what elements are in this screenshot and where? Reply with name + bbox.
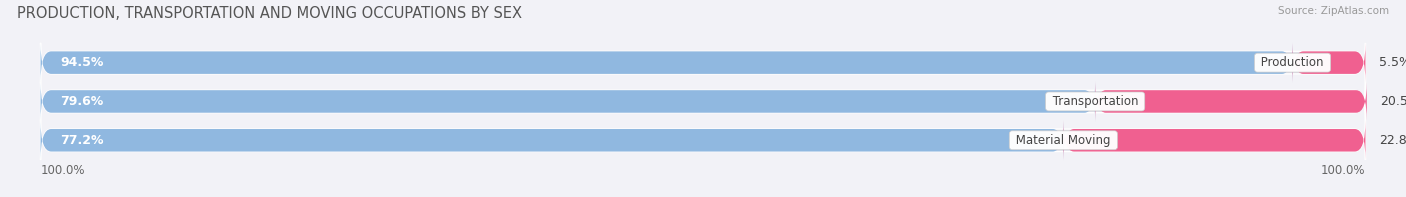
FancyBboxPatch shape: [1292, 43, 1365, 82]
Text: 5.5%: 5.5%: [1379, 56, 1406, 69]
Text: 77.2%: 77.2%: [60, 134, 104, 147]
FancyBboxPatch shape: [1063, 121, 1365, 160]
FancyBboxPatch shape: [41, 43, 1292, 82]
Text: Source: ZipAtlas.com: Source: ZipAtlas.com: [1278, 6, 1389, 16]
FancyBboxPatch shape: [41, 121, 1365, 160]
Text: 79.6%: 79.6%: [60, 95, 104, 108]
FancyBboxPatch shape: [41, 43, 1365, 82]
FancyBboxPatch shape: [1095, 82, 1367, 121]
Text: Production: Production: [1257, 56, 1327, 69]
Text: 100.0%: 100.0%: [1322, 164, 1365, 177]
Text: Transportation: Transportation: [1049, 95, 1142, 108]
FancyBboxPatch shape: [41, 121, 1063, 160]
Text: 94.5%: 94.5%: [60, 56, 104, 69]
Text: 100.0%: 100.0%: [41, 164, 84, 177]
Text: PRODUCTION, TRANSPORTATION AND MOVING OCCUPATIONS BY SEX: PRODUCTION, TRANSPORTATION AND MOVING OC…: [17, 6, 522, 21]
FancyBboxPatch shape: [41, 82, 1095, 121]
Text: 20.5%: 20.5%: [1381, 95, 1406, 108]
FancyBboxPatch shape: [41, 82, 1365, 121]
Text: Material Moving: Material Moving: [1012, 134, 1115, 147]
Text: 22.8%: 22.8%: [1379, 134, 1406, 147]
